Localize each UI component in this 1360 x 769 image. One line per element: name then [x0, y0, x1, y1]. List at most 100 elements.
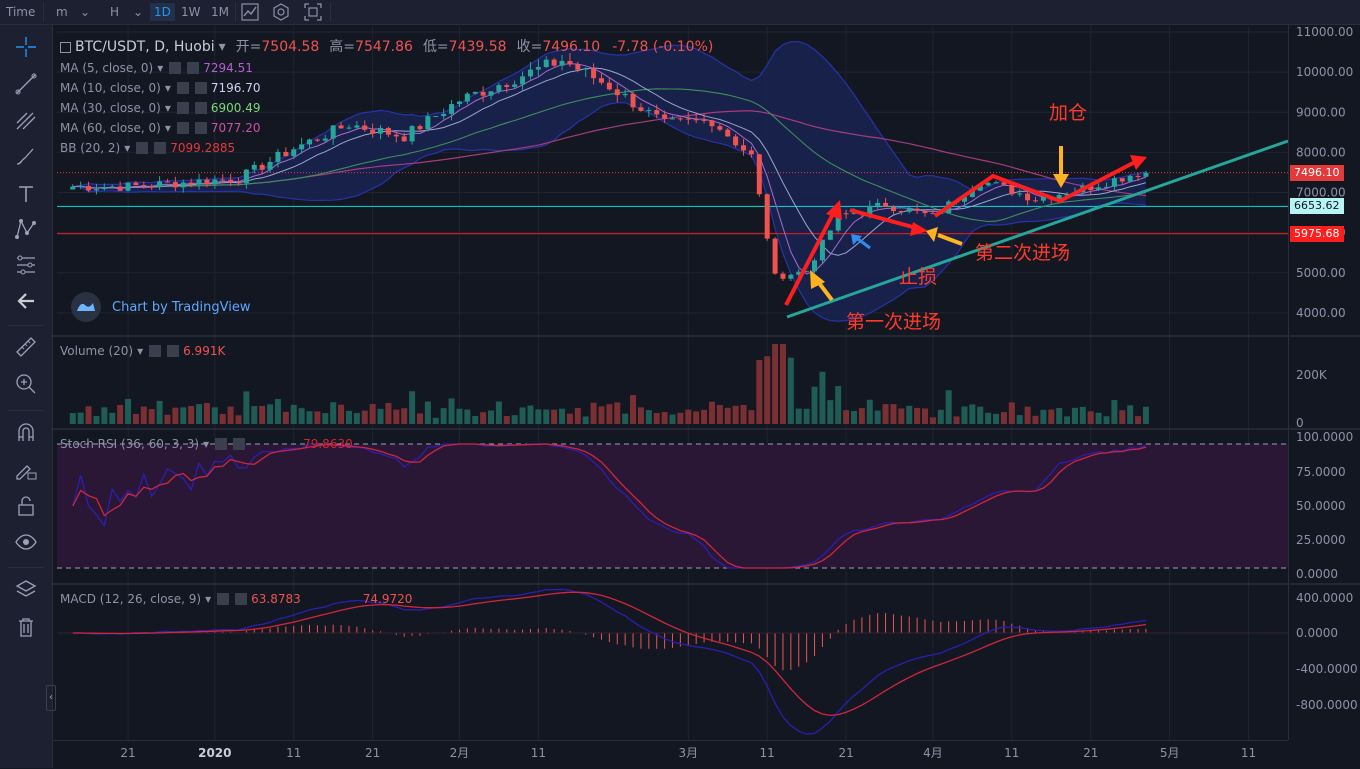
zoom-in-icon[interactable]: [14, 372, 38, 396]
ruler-icon[interactable]: [14, 335, 38, 359]
bollinger-lower-line: [72, 102, 1147, 322]
volume-bar: [85, 406, 92, 424]
settings-icon[interactable]: [176, 122, 189, 134]
unlock-icon[interactable]: [14, 494, 38, 518]
settings-icon[interactable]: [149, 345, 162, 357]
ma10-line: [72, 67, 1147, 256]
red-arrow-1-head: [826, 200, 842, 220]
dropdown-icon[interactable]: ▾: [164, 81, 171, 95]
stoch-rsi-legend[interactable]: Stoch RSI (36, 60, 3, 3) ▾ 79.8630: [60, 434, 353, 454]
indicator-row-ma5[interactable]: MA (5, close, 0) ▾ 7294.51: [60, 58, 713, 78]
screenshot-icon[interactable]: [304, 3, 322, 21]
dropdown-icon[interactable]: ▾: [164, 121, 171, 135]
volume-bar: [614, 402, 621, 424]
candle-body: [764, 194, 770, 239]
volume-bar: [906, 405, 913, 424]
candle-body: [527, 69, 533, 77]
minute-dropdown[interactable]: m: [56, 5, 68, 19]
price-tick-label: 5000.00: [1296, 266, 1346, 280]
symbol-title[interactable]: BTC/USDT, D, Huobi: [75, 39, 215, 55]
trend-line-icon[interactable]: [14, 72, 38, 96]
chart-type-icon[interactable]: [241, 3, 259, 21]
volume-legend[interactable]: Volume (20) ▾ 6.991K: [60, 341, 225, 361]
pattern-icon[interactable]: [14, 217, 38, 241]
interval-1d-button[interactable]: 1D: [150, 3, 175, 21]
candle-body: [322, 138, 328, 141]
candle-body: [472, 91, 478, 94]
dropdown-icon[interactable]: ▾: [124, 141, 131, 155]
close-icon[interactable]: [187, 62, 200, 74]
dropdown-icon[interactable]: ▾: [164, 101, 171, 115]
collapse-sidebar-icon[interactable]: ‹: [46, 685, 56, 711]
indicators-icon[interactable]: [272, 3, 290, 21]
symbol-dropdown-icon[interactable]: ▾: [218, 39, 226, 55]
text-icon[interactable]: [14, 182, 38, 206]
close-icon[interactable]: [194, 122, 207, 134]
candle-body: [1096, 187, 1102, 190]
candle-body: [614, 89, 620, 96]
hour-dropdown-chevron-icon[interactable]: ⌄: [133, 5, 144, 19]
dropdown-icon[interactable]: ▾: [137, 344, 144, 358]
collapse-legend-icon[interactable]: [60, 41, 71, 53]
close-icon[interactable]: [194, 102, 207, 114]
close-icon[interactable]: [154, 142, 167, 154]
volume-bar: [527, 405, 534, 424]
indicator-value: 7196.70: [210, 81, 261, 95]
pitchfork-icon[interactable]: [14, 109, 38, 133]
volume-bar: [464, 409, 471, 424]
eye-icon[interactable]: [14, 530, 38, 554]
volume-bar: [961, 406, 968, 424]
back-arrow-icon[interactable]: [14, 289, 38, 313]
settings-icon[interactable]: [169, 62, 182, 74]
time-tick-label: 4月: [923, 746, 943, 760]
indicator-row-ma30[interactable]: MA (30, close, 0) ▾ 6900.49: [60, 98, 713, 118]
close-icon[interactable]: [233, 438, 246, 450]
dropdown-icon[interactable]: ▾: [203, 437, 210, 451]
fibonacci-icon[interactable]: [14, 253, 38, 277]
magnet-icon[interactable]: [14, 421, 38, 445]
candle-body: [78, 185, 84, 187]
interval-1m-button[interactable]: 1M: [211, 5, 229, 19]
candle-body: [1056, 194, 1062, 200]
candle-body: [520, 76, 526, 85]
close-icon[interactable]: [235, 593, 248, 605]
settings-icon[interactable]: [176, 102, 189, 114]
indicator-row-bb[interactable]: BB (20, 2) ▾ 7099.2885: [60, 138, 713, 158]
settings-icon[interactable]: [217, 593, 230, 605]
minute-dropdown-chevron-icon[interactable]: ⌄: [80, 5, 91, 19]
volume-bar: [1056, 408, 1063, 424]
volume-bar: [740, 405, 747, 424]
trash-icon[interactable]: [14, 615, 38, 639]
dropdown-icon[interactable]: ▾: [157, 61, 164, 75]
volume-bar: [551, 409, 558, 424]
volume-bar: [1016, 415, 1023, 424]
sidebar-divider: [8, 567, 44, 568]
hour-dropdown[interactable]: H: [110, 5, 120, 19]
candle-body: [883, 202, 889, 207]
settings-icon[interactable]: [136, 142, 149, 154]
brush-icon[interactable]: [14, 145, 38, 169]
volume-bar: [440, 408, 447, 424]
volume-bar: [377, 408, 384, 424]
settings-icon[interactable]: [176, 82, 189, 94]
settings-icon[interactable]: [215, 438, 228, 450]
volume-bar: [1087, 411, 1094, 424]
crosshair-icon[interactable]: [14, 35, 38, 59]
macd-legend[interactable]: MACD (12, 26, close, 9) ▾ 63.8783 74.9720: [60, 589, 412, 609]
macd-line: [72, 588, 1147, 735]
dropdown-icon[interactable]: ▾: [205, 592, 212, 606]
volume-bar: [188, 406, 195, 424]
candle-body: [1032, 200, 1038, 202]
indicator-row-ma10[interactable]: MA (10, close, 0) ▾ 7196.70: [60, 78, 713, 98]
close-icon[interactable]: [167, 345, 180, 357]
lock-drawing-icon[interactable]: [14, 457, 38, 481]
tradingview-watermark[interactable]: Chart by TradingView: [70, 291, 250, 323]
layers-icon[interactable]: [14, 578, 38, 602]
indicator-row-ma60[interactable]: MA (60, close, 0) ▾ 7077.20: [60, 118, 713, 138]
time-axis[interactable]: [52, 740, 1288, 769]
macd-tick-label: 400.0000: [1296, 591, 1354, 605]
close-icon[interactable]: [194, 82, 207, 94]
candle-body: [977, 185, 983, 191]
interval-1w-button[interactable]: 1W: [181, 5, 201, 19]
